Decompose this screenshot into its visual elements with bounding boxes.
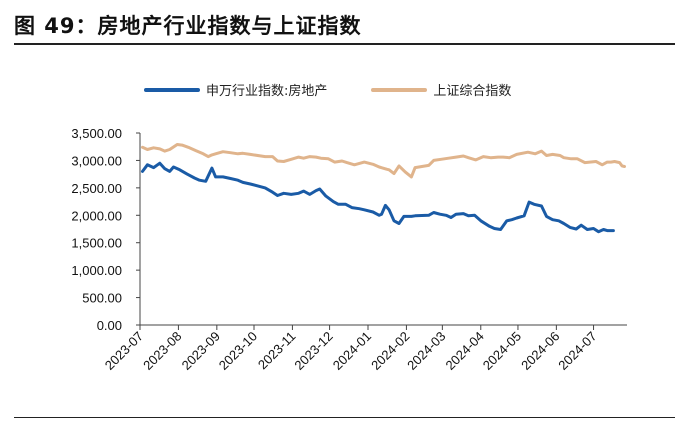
x-tick-label: 2024-05	[480, 329, 524, 373]
x-tick-label: 2024-03	[404, 329, 448, 373]
y-tick-label: 1,500.00	[71, 236, 122, 251]
legend-item-series1: 申万行业指数:房地产	[144, 80, 327, 99]
x-tick-label: 2024-01	[330, 329, 374, 373]
y-tick-label: 1,000.00	[71, 263, 122, 278]
x-tick-label: 2023-12	[291, 329, 335, 373]
legend-swatch-series2	[371, 87, 428, 92]
y-tick-label: 0.00	[97, 318, 122, 333]
legend-item-series2: 上证综合指数	[371, 80, 511, 99]
y-tick-label: 3,000.00	[71, 153, 122, 168]
x-tick-label: 2023-09	[179, 329, 223, 373]
figure-title: 图 49：房地产行业指数与上证指数	[14, 14, 362, 38]
y-tick-label: 500.00	[82, 291, 122, 306]
x-tick-label: 2023-07	[102, 329, 146, 373]
y-tick-label: 2,500.00	[71, 181, 122, 196]
x-tick-label: 2024-07	[555, 329, 599, 373]
chart-legend: 申万行业指数:房地产 上证综合指数	[144, 80, 555, 99]
x-tick-label: 2023-10	[216, 329, 260, 373]
y-tick-label: 3,500.00	[71, 126, 122, 141]
y-tick-label: 2,000.00	[71, 208, 122, 223]
x-tick-label: 2024-04	[443, 329, 487, 373]
x-tick-label: 2024-02	[368, 329, 412, 373]
x-tick-label: 2023-11	[255, 329, 299, 373]
top-rule	[14, 43, 675, 45]
bottom-rule	[14, 417, 675, 418]
series-line-real-estate-index	[141, 161, 615, 234]
x-tick-label: 2023-08	[140, 329, 184, 373]
legend-swatch-series1	[144, 87, 200, 92]
x-tick-label: 2024-06	[518, 329, 562, 373]
legend-label-series2: 上证综合指数	[433, 84, 512, 99]
legend-label-series1: 申万行业指数:房地产	[206, 84, 328, 99]
series-line-sse-composite	[141, 143, 626, 179]
